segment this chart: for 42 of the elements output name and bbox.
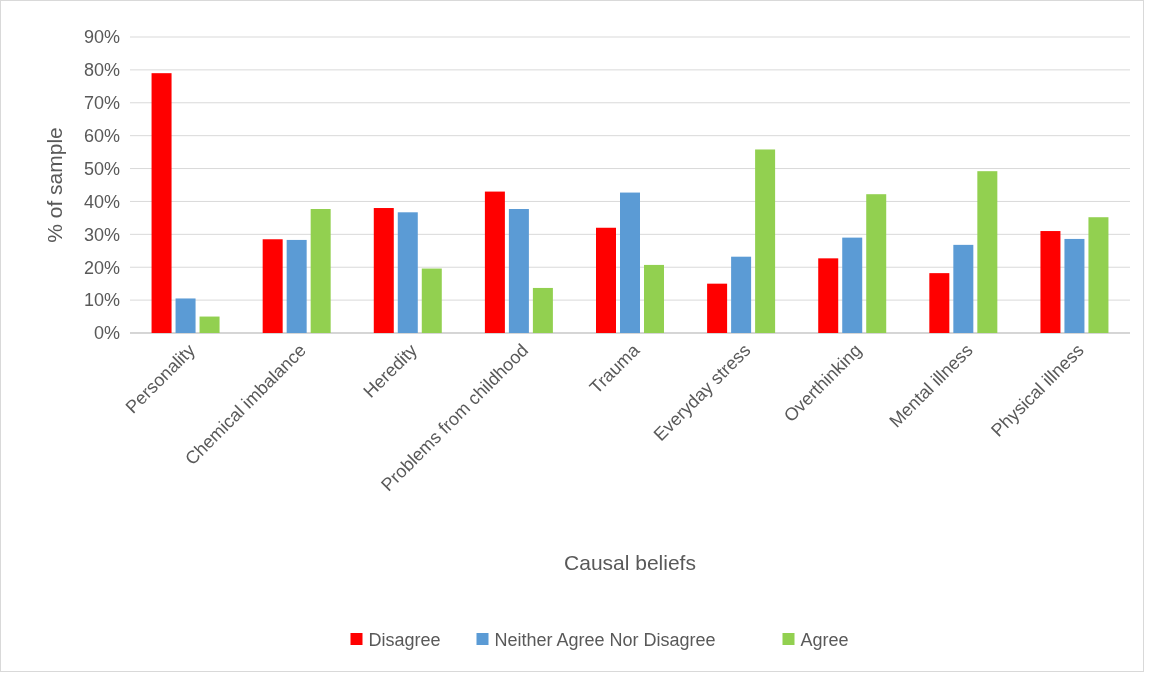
bar <box>532 287 553 333</box>
y-tick-label: 40% <box>83 191 120 212</box>
x-axis-title: Causal beliefs <box>564 551 696 574</box>
bar <box>286 239 307 333</box>
bar <box>262 239 283 333</box>
bar <box>596 227 616 333</box>
y-axis-title: % of sample <box>43 127 66 243</box>
bar <box>508 209 529 333</box>
y-tick-label: 60% <box>83 125 120 146</box>
y-tick-label: 90% <box>83 27 120 48</box>
bar <box>421 268 442 333</box>
bar <box>199 316 220 333</box>
bar <box>929 273 950 333</box>
bar <box>373 208 394 333</box>
bar <box>1040 231 1061 333</box>
bar <box>620 192 640 333</box>
bar <box>953 244 974 333</box>
bar <box>175 298 196 333</box>
legend-label: Agree <box>800 630 849 651</box>
bar <box>977 171 998 333</box>
y-tick-label: 10% <box>83 290 120 311</box>
y-tick-label: 20% <box>83 257 120 278</box>
y-tick-label: 0% <box>93 323 120 344</box>
bar <box>866 194 887 333</box>
bar <box>707 283 728 333</box>
bar <box>310 209 331 333</box>
bar <box>151 73 172 333</box>
legend-label: Disagree <box>368 630 441 651</box>
y-tick-label: 30% <box>83 224 120 245</box>
bar <box>1088 217 1109 333</box>
bar <box>1064 238 1085 333</box>
legend-label: Neither Agree Nor Disagree <box>494 630 716 651</box>
bar <box>397 212 418 333</box>
y-tick-label: 80% <box>83 60 120 81</box>
bar <box>755 149 776 333</box>
bar <box>484 191 505 333</box>
y-tick-label: 50% <box>83 158 120 179</box>
y-tick-label: 70% <box>83 93 120 114</box>
bar <box>644 264 664 333</box>
bar <box>818 258 839 333</box>
bar <box>731 256 752 333</box>
bar <box>842 237 863 333</box>
